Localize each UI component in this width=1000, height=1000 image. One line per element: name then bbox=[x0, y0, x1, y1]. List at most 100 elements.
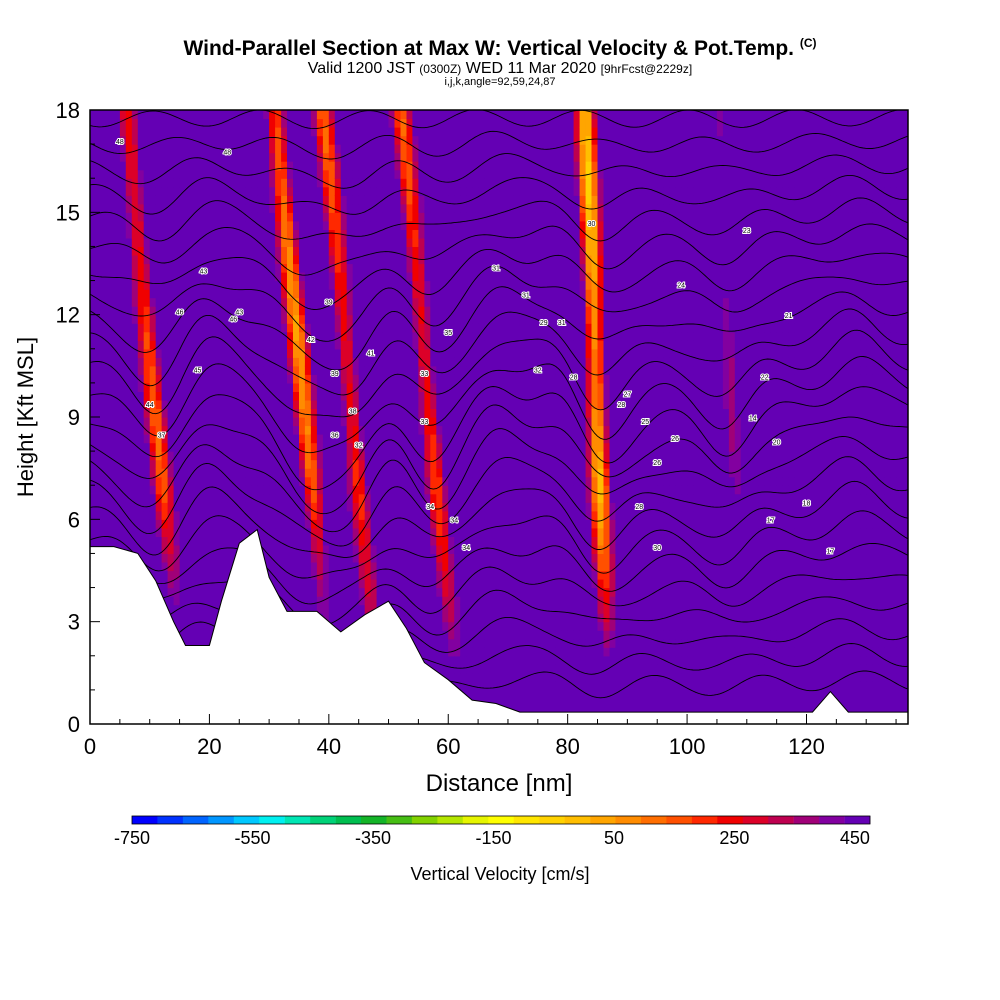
velocity-cell bbox=[197, 459, 205, 469]
velocity-cell bbox=[96, 178, 103, 188]
velocity-cell bbox=[496, 476, 503, 486]
velocity-cell bbox=[269, 118, 276, 128]
velocity-cell bbox=[400, 527, 408, 537]
velocity-cell bbox=[96, 536, 103, 546]
velocity-cell bbox=[412, 425, 419, 435]
velocity-cell bbox=[340, 195, 348, 205]
velocity-cell bbox=[316, 263, 324, 273]
velocity-cell bbox=[143, 144, 151, 154]
velocity-cell bbox=[233, 365, 240, 375]
velocity-cell bbox=[167, 493, 175, 503]
velocity-cell bbox=[137, 169, 145, 179]
velocity-cell bbox=[185, 110, 193, 120]
velocity-cell bbox=[275, 272, 282, 282]
velocity-cell bbox=[113, 519, 121, 529]
velocity-cell bbox=[442, 553, 449, 563]
velocity-cell bbox=[221, 229, 228, 239]
velocity-cell bbox=[400, 161, 408, 171]
velocity-cell bbox=[442, 331, 449, 341]
velocity-cell bbox=[352, 613, 360, 623]
velocity-cell bbox=[239, 229, 246, 239]
velocity-cell bbox=[149, 169, 157, 179]
velocity-cell bbox=[137, 510, 145, 520]
velocity-cell bbox=[185, 212, 193, 222]
velocity-cell bbox=[245, 161, 252, 171]
velocity-cell bbox=[352, 144, 360, 154]
velocity-cell bbox=[352, 365, 360, 375]
velocity-cell bbox=[185, 152, 193, 162]
velocity-cell bbox=[316, 417, 324, 427]
velocity-cell bbox=[149, 331, 157, 341]
velocity-cell bbox=[125, 459, 133, 469]
velocity-cell bbox=[472, 442, 479, 452]
velocity-cell bbox=[412, 255, 419, 265]
velocity-cell bbox=[430, 519, 437, 529]
velocity-cell bbox=[203, 570, 210, 580]
velocity-cell bbox=[370, 220, 378, 230]
velocity-cell bbox=[245, 451, 252, 461]
velocity-cell bbox=[310, 493, 318, 503]
velocity-cell bbox=[113, 263, 121, 273]
velocity-cell bbox=[257, 203, 264, 213]
velocity-cell bbox=[352, 323, 360, 333]
velocity-cell bbox=[263, 476, 270, 486]
velocity-cell bbox=[251, 229, 258, 239]
velocity-cell bbox=[370, 314, 378, 324]
velocity-cell bbox=[185, 195, 193, 205]
velocity-cell bbox=[322, 502, 330, 512]
velocity-cell bbox=[155, 331, 163, 341]
velocity-cell bbox=[502, 544, 509, 554]
velocity-cell bbox=[257, 434, 264, 444]
velocity-cell bbox=[197, 348, 205, 358]
velocity-cell bbox=[113, 365, 121, 375]
velocity-cell bbox=[340, 485, 348, 495]
velocity-cell bbox=[358, 579, 366, 589]
velocity-cell bbox=[436, 621, 443, 631]
velocity-cell bbox=[197, 579, 205, 589]
velocity-cell bbox=[436, 237, 443, 247]
velocity-cell bbox=[293, 229, 300, 239]
velocity-cell bbox=[167, 289, 175, 299]
velocity-cell bbox=[96, 306, 103, 316]
velocity-cell bbox=[448, 596, 455, 606]
velocity-cell bbox=[304, 203, 312, 213]
velocity-cell bbox=[322, 246, 330, 256]
velocity-cell bbox=[263, 152, 270, 162]
velocity-cell bbox=[143, 451, 151, 461]
velocity-cell bbox=[370, 246, 378, 256]
velocity-cell bbox=[454, 331, 461, 341]
velocity-cell bbox=[400, 110, 408, 120]
velocity-cell bbox=[328, 579, 336, 589]
velocity-cell bbox=[490, 135, 497, 145]
velocity-cell bbox=[221, 152, 228, 162]
velocity-cell bbox=[364, 161, 372, 171]
velocity-cell bbox=[352, 161, 360, 171]
velocity-cell bbox=[304, 229, 312, 239]
velocity-cell bbox=[96, 323, 103, 333]
velocity-cell bbox=[340, 186, 348, 196]
velocity-cell bbox=[263, 417, 270, 427]
velocity-cell bbox=[245, 186, 252, 196]
velocity-cell bbox=[125, 476, 133, 486]
velocity-cell bbox=[281, 519, 288, 529]
velocity-cell bbox=[400, 365, 408, 375]
velocity-cell bbox=[96, 493, 103, 503]
velocity-cell bbox=[418, 272, 425, 282]
velocity-cell bbox=[257, 255, 264, 265]
velocity-cell bbox=[466, 118, 473, 128]
velocity-cell bbox=[173, 246, 181, 256]
velocity-cell bbox=[424, 510, 431, 520]
velocity-cell bbox=[412, 314, 419, 324]
velocity-cell bbox=[221, 323, 228, 333]
velocity-cell bbox=[460, 331, 467, 341]
velocity-cell bbox=[466, 195, 473, 205]
velocity-cell bbox=[263, 544, 270, 554]
velocity-cell bbox=[149, 476, 157, 486]
velocity-cell bbox=[466, 220, 473, 230]
velocity-cell bbox=[376, 365, 384, 375]
velocity-cell bbox=[490, 681, 497, 691]
velocity-cell bbox=[496, 203, 503, 213]
velocity-cell bbox=[418, 348, 425, 358]
velocity-cell bbox=[430, 186, 437, 196]
velocity-cell bbox=[454, 613, 461, 623]
